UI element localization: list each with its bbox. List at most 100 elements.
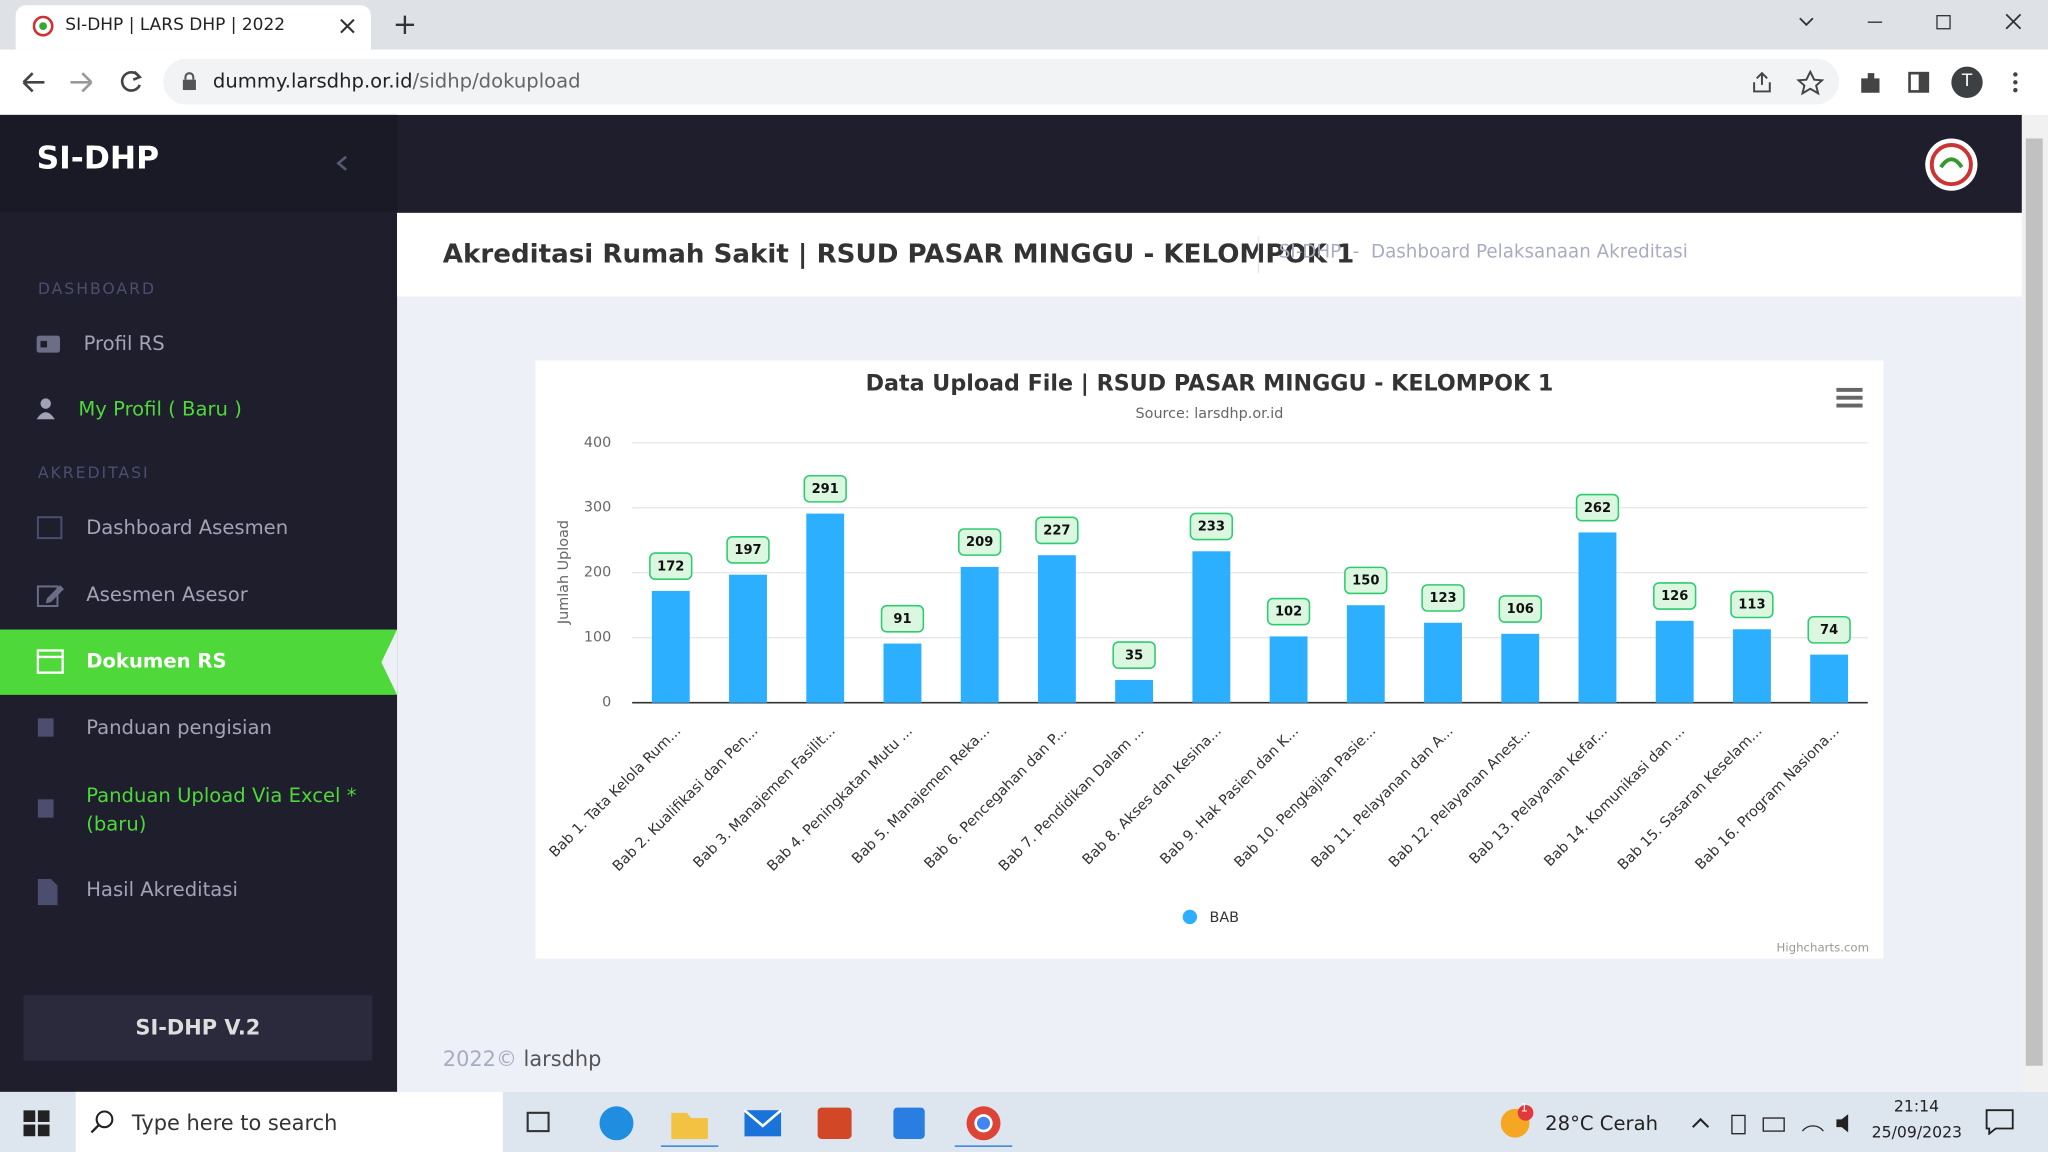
profile-avatar[interactable]: T (1951, 66, 1983, 98)
data-label-box (1421, 584, 1465, 612)
data-label-text: 126 (1661, 589, 1688, 604)
y-axis-label: Jumlah Upload (556, 520, 572, 625)
tray-icons[interactable] (1690, 1110, 1860, 1136)
bar (651, 590, 690, 703)
bar (729, 574, 767, 703)
menu-item[interactable]: Asesmen Asesor (0, 583, 397, 612)
menu-item[interactable]: Profil RS (0, 332, 397, 361)
menu-label: Profil RS (83, 331, 165, 356)
menu-label: Dokumen RS (86, 649, 227, 673)
menu-item[interactable]: Panduan pengisian (0, 716, 397, 745)
data-label-box (1189, 512, 1234, 541)
data-label: 106 (1498, 595, 1542, 623)
bar (960, 566, 999, 703)
credits[interactable]: Highcharts.com (1777, 941, 1870, 955)
menu-label: My Profil ( Baru ) (78, 397, 242, 421)
version-badge: SI-DHP V.2 (23, 995, 373, 1061)
data-label-box (1112, 641, 1156, 669)
menu-label: Hasil Akreditasi (86, 877, 238, 902)
clock-time: 21:14 (1893, 1097, 1940, 1116)
bar (1192, 551, 1231, 703)
tab[interactable]: SI-DHP | LARS DHP | 2022 (15, 5, 371, 50)
section-heading: DASHBOARD (37, 279, 156, 298)
url-field[interactable]: dummy.larsdhp.or.id/sidhp/dokupload (163, 58, 1840, 105)
scroll-thumb[interactable] (2025, 138, 2043, 1066)
active-menu-item[interactable]: Dokumen RS (0, 629, 398, 695)
new-tab[interactable] (394, 14, 415, 35)
data-label-text: 113 (1738, 598, 1765, 613)
pinned-apps[interactable] (522, 1102, 1018, 1147)
bar (1501, 633, 1540, 703)
data-label-box (1266, 597, 1311, 626)
footer-year: 2022© (442, 1046, 517, 1072)
menu-item[interactable]: Hasil Akreditasi (0, 878, 397, 907)
data-label-box (1035, 516, 1079, 545)
data-label-text: 197 (734, 543, 761, 558)
data-label-box (1730, 590, 1774, 619)
data-label: 123 (1421, 584, 1465, 612)
x-tick-label: Bab 6. Pencegahan dan P... (921, 723, 1070, 872)
x-tick-label: Bab 7. Pendidikan Dalam ... (996, 723, 1148, 875)
data-label: 262 (1575, 493, 1620, 522)
notification-center[interactable] (1985, 1109, 2014, 1136)
extension-icons[interactable] (1857, 68, 1948, 97)
bar (1269, 636, 1308, 703)
y-tick-label: 200 (584, 565, 611, 581)
menu-label: Dashboard Asesmen (86, 515, 289, 540)
y-tick-label: 300 (584, 500, 611, 516)
bar (806, 513, 845, 703)
data-label-box (803, 474, 847, 503)
breadcrumb: SI-DHP - Dashboard Pelaksanaan Akreditas… (1278, 241, 1688, 263)
weather[interactable]: 28°C Cerah (1545, 1112, 1658, 1136)
data-label-box (957, 528, 1002, 556)
chart-card: Data Upload File | RSUD PASAR MINGGU - K… (535, 360, 1884, 959)
menu-item[interactable]: My Profil ( Baru ) (0, 397, 397, 426)
browser-menu[interactable] (2009, 69, 2022, 95)
bar (883, 643, 922, 703)
y-tick-label: 400 (584, 435, 611, 451)
menu-label: Panduan Upload Via Excel * (baru) (86, 783, 357, 836)
url-path: /sidhp/dokupload (412, 69, 581, 93)
data-label-box (1653, 582, 1697, 610)
brand: SI-DHP (36, 139, 160, 177)
x-tick-label: Bab 9. Hak Pasien dan K... (1157, 723, 1302, 868)
data-label-text: 209 (966, 535, 993, 550)
footer-link[interactable]: larsdhp (523, 1046, 602, 1072)
weather-text: Cerah (1599, 1111, 1659, 1136)
x-tick-label: Bab 2. Kualifikasi dan Pen... (610, 723, 762, 875)
data-label: 291 (803, 474, 847, 503)
nav-buttons[interactable] (18, 68, 149, 97)
data-label-text: 74 (1820, 623, 1838, 638)
collapse-toggle[interactable] (334, 154, 350, 172)
data-label-text: 291 (812, 482, 839, 497)
x-tick-label: Bab 15. Sasaran Keselam... (1615, 723, 1765, 873)
sidebar: SI-DHP (0, 114, 398, 1092)
menu-icon (36, 516, 63, 540)
chart-subtitle: Source: larsdhp.or.id (1136, 406, 1284, 422)
menu-icon (36, 398, 55, 420)
menu-icon (36, 335, 61, 353)
search-box[interactable]: Type here to search (75, 1091, 503, 1152)
y-tick-label: 100 (584, 630, 611, 646)
favicon (32, 15, 54, 37)
logo-mark (1929, 143, 1973, 187)
user-logo[interactable] (1925, 138, 1978, 191)
tab-close[interactable] (340, 18, 356, 34)
export-menu[interactable] (1836, 387, 1863, 408)
menu-item[interactable]: Dashboard Asesmen (0, 516, 397, 545)
data-label-text: 150 (1352, 574, 1379, 589)
legend-item[interactable]: BAB (1182, 909, 1239, 926)
start-button[interactable] (23, 1110, 50, 1137)
data-label-box (1807, 615, 1851, 644)
data-label-text: 106 (1507, 602, 1534, 617)
scrollbar[interactable] (2021, 114, 2048, 1092)
menu-icon (37, 799, 54, 818)
x-tick-label: Bab 16. Program Nasiona... (1693, 723, 1843, 873)
weather-icon (1500, 1104, 1534, 1138)
active-notch (381, 629, 398, 695)
divider (1257, 236, 1260, 273)
x-tick-label: Bab 8. Akses dan Kesina... (1080, 723, 1225, 868)
menu-item[interactable]: Panduan Upload Via Excel * (baru) (0, 781, 397, 841)
window-controls[interactable] (1797, 10, 2032, 36)
url-actions[interactable] (1749, 69, 1827, 96)
